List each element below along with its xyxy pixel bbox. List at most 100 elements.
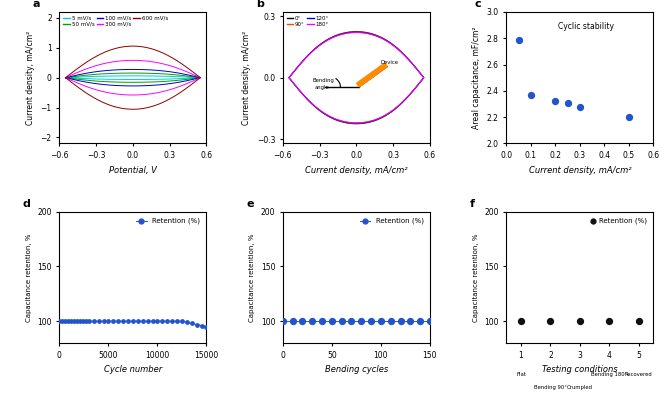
180°: [285, 75, 293, 80]
Text: e: e: [246, 199, 253, 209]
120°: [352, 121, 360, 126]
Point: [385, 318, 396, 324]
X-axis label: Testing conditions: Testing conditions: [542, 365, 618, 374]
Y-axis label: Areal capacitance, mF/cm²: Areal capacitance, mF/cm²: [472, 26, 481, 129]
X-axis label: Bending cycles: Bending cycles: [325, 365, 388, 374]
Point: [123, 318, 133, 324]
Text: Recovered: Recovered: [625, 372, 653, 377]
Point: [624, 114, 634, 120]
0°: [407, 60, 415, 65]
X-axis label: Potential, V: Potential, V: [109, 166, 157, 175]
Point: [167, 318, 178, 324]
Point: [172, 318, 182, 324]
Point: [177, 318, 187, 324]
0°: [285, 75, 293, 80]
Point: [516, 318, 527, 324]
Text: Bending 180°: Bending 180°: [591, 372, 628, 377]
Point: [98, 318, 109, 324]
Point: [54, 318, 65, 324]
120°: [302, 95, 310, 100]
Point: [307, 318, 317, 324]
120°: [333, 33, 341, 38]
90°: [352, 30, 360, 34]
Point: [575, 318, 585, 324]
Point: [366, 318, 376, 324]
0°: [333, 33, 341, 38]
90°: [285, 75, 293, 80]
120°: [369, 119, 377, 123]
X-axis label: Current density, mA/cm²: Current density, mA/cm²: [305, 166, 408, 175]
Point: [634, 318, 644, 324]
Point: [103, 318, 114, 324]
X-axis label: Current density, mA/cm²: Current density, mA/cm²: [529, 166, 631, 175]
180°: [416, 79, 424, 84]
Point: [93, 318, 104, 324]
Text: b: b: [257, 0, 264, 9]
X-axis label: Cycle number: Cycle number: [104, 365, 162, 374]
90°: [369, 119, 377, 123]
Point: [157, 318, 168, 324]
Line: 120°: 120°: [289, 32, 424, 123]
Point: [525, 92, 536, 98]
0°: [302, 96, 310, 101]
180°: [352, 30, 360, 35]
90°: [302, 95, 310, 100]
Text: d: d: [22, 199, 30, 209]
180°: [333, 34, 341, 38]
0°: [416, 79, 424, 84]
Point: [137, 318, 148, 324]
Text: a: a: [33, 0, 40, 9]
Legend: 5 mV/s, 50 mV/s, 100 mV/s, 300 mV/s, 600 mV/s: 5 mV/s, 50 mV/s, 100 mV/s, 300 mV/s, 600…: [62, 15, 169, 28]
Text: f: f: [470, 199, 475, 209]
Point: [575, 103, 585, 110]
Point: [317, 318, 327, 324]
Point: [84, 318, 94, 324]
Point: [108, 318, 119, 324]
Point: [113, 318, 123, 324]
Point: [57, 318, 67, 324]
Point: [415, 318, 426, 324]
Text: Bending 90°: Bending 90°: [534, 385, 567, 390]
Point: [297, 318, 308, 324]
Point: [60, 318, 71, 324]
Point: [69, 318, 79, 324]
90°: [407, 60, 415, 65]
Line: 90°: 90°: [289, 32, 424, 123]
Legend: Retention (%): Retention (%): [357, 215, 426, 227]
Point: [604, 318, 614, 324]
120°: [285, 75, 293, 80]
Text: Flat: Flat: [516, 372, 526, 377]
Point: [118, 318, 129, 324]
120°: [352, 30, 360, 35]
Point: [278, 318, 288, 324]
Point: [346, 318, 357, 324]
Y-axis label: Current density, mA/cm²: Current density, mA/cm²: [242, 31, 251, 125]
Point: [143, 318, 153, 324]
Point: [545, 318, 556, 324]
Point: [147, 318, 158, 324]
Legend: Retention (%): Retention (%): [133, 215, 203, 227]
Point: [196, 322, 207, 329]
Point: [356, 318, 366, 324]
120°: [285, 75, 293, 80]
Y-axis label: Current density, mA/cm²: Current density, mA/cm²: [26, 31, 35, 125]
90°: [290, 69, 298, 74]
Point: [88, 318, 99, 324]
Point: [75, 318, 85, 324]
Y-axis label: Capacitance retention, %: Capacitance retention, %: [249, 233, 255, 322]
Point: [191, 321, 202, 328]
120°: [416, 79, 424, 84]
180°: [285, 75, 293, 80]
90°: [416, 79, 424, 84]
90°: [285, 75, 293, 80]
Point: [81, 318, 91, 324]
Y-axis label: Capacitance retention, %: Capacitance retention, %: [26, 233, 32, 322]
Point: [513, 36, 524, 43]
Point: [376, 318, 386, 324]
Point: [186, 320, 197, 327]
Legend: 0°, 90°, 120°, 180°: 0°, 90°, 120°, 180°: [286, 15, 330, 28]
Point: [424, 318, 435, 324]
0°: [290, 69, 298, 74]
Point: [152, 318, 163, 324]
120°: [407, 60, 415, 65]
